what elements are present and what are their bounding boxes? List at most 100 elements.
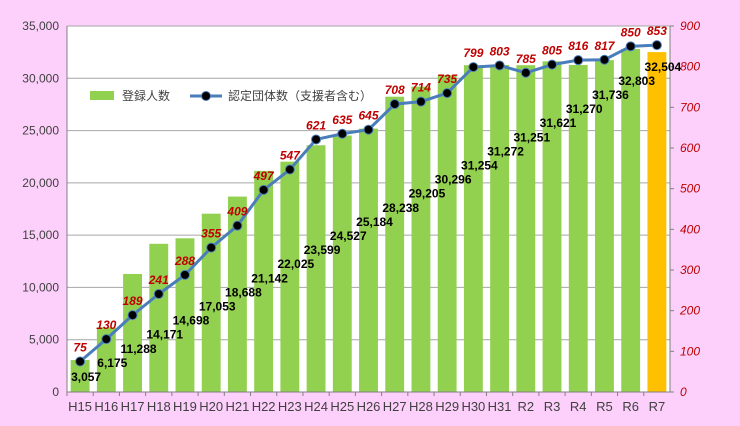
bar-data-label: 31,270 [566, 102, 603, 116]
x-tick-label: H22 [252, 399, 276, 414]
right-tick-label: 700 [680, 100, 700, 114]
line-data-label: 799 [463, 46, 483, 60]
line-point [625, 41, 636, 52]
line-point [75, 356, 86, 367]
x-tick-label: H19 [173, 399, 197, 414]
line-data-label: 497 [253, 169, 275, 183]
bar-data-label: 11,288 [121, 342, 157, 356]
bar [227, 196, 247, 392]
legend-line-marker [201, 91, 211, 101]
x-tick-label: H20 [199, 399, 223, 414]
left-tick-label: 25,000 [22, 124, 59, 138]
line-point [127, 310, 138, 321]
right-tick-label: 800 [680, 60, 700, 74]
left-tick-label: 35,000 [22, 19, 59, 33]
right-tick-label: 300 [680, 263, 700, 277]
bar [123, 273, 142, 392]
line-data-label: 189 [123, 294, 143, 308]
x-tick-label: R7 [649, 399, 666, 414]
bar [254, 170, 274, 392]
bar [437, 75, 457, 392]
bar [149, 243, 169, 392]
bar-data-label: 31,621 [540, 116, 577, 130]
x-tick-label: H25 [330, 399, 354, 414]
line-data-label: 735 [437, 72, 457, 86]
legend-bar-swatch [90, 91, 114, 100]
bar [280, 161, 300, 392]
line-point [284, 164, 295, 175]
bar [201, 213, 221, 392]
line-point [101, 334, 112, 345]
bar-data-label: 17,053 [199, 300, 236, 314]
bar-data-label: 32,803 [618, 74, 655, 88]
right-tick-label: 500 [680, 182, 700, 196]
bar [359, 128, 378, 392]
bar-data-label: 14,698 [173, 314, 210, 328]
bar-data-label: 31,251 [513, 130, 550, 144]
line-point [494, 60, 505, 71]
line-data-label: 75 [73, 341, 87, 355]
legend-line-label: 認定団体数（支援者含む） [228, 88, 372, 103]
bar-data-label: 23,599 [304, 243, 341, 257]
bar-data-label: 24,527 [330, 229, 367, 243]
line-point [363, 124, 374, 135]
bar-data-label: 3,057 [71, 370, 101, 384]
legend: 登録人数 認定団体数（支援者含む） [90, 88, 372, 103]
line-data-label: 635 [332, 113, 352, 127]
left-tick-label: 5,000 [29, 333, 59, 347]
x-tick-label: R4 [570, 399, 587, 414]
bar [385, 96, 405, 393]
bar [647, 52, 667, 393]
x-tick-label: H31 [488, 399, 512, 414]
x-tick-label: H27 [383, 399, 407, 414]
x-tick-label: H16 [94, 399, 118, 414]
line-point [573, 55, 584, 66]
bar [490, 64, 510, 393]
bar [306, 145, 326, 392]
x-tick-label: R2 [517, 399, 534, 414]
x-tick-label: H30 [461, 399, 485, 414]
line-point [520, 67, 531, 78]
bar-data-label: 32,504 [645, 60, 682, 74]
x-tick-label: R3 [544, 399, 561, 414]
x-tick-label: H15 [68, 399, 92, 414]
line-point [153, 288, 164, 299]
x-tick-label: H29 [435, 399, 459, 414]
line-point [337, 128, 348, 139]
right-tick-label: 200 [679, 304, 700, 318]
line-point [442, 88, 453, 99]
x-tick-label: H21 [225, 399, 249, 414]
line-point [232, 220, 243, 231]
bar-data-label: 29,205 [409, 187, 446, 201]
line-point [389, 99, 400, 110]
bar [621, 48, 641, 393]
line-point [468, 62, 479, 73]
bar [332, 135, 352, 393]
x-tick-label: R6 [622, 399, 639, 414]
line-point [651, 40, 662, 51]
bar-data-label: 6,175 [97, 356, 127, 370]
bar-data-label: 25,184 [356, 215, 393, 229]
bar-data-label: 22,025 [277, 257, 314, 271]
x-tick-label: H23 [278, 399, 302, 414]
line-data-label: 714 [411, 81, 431, 95]
legend-bar-label: 登録人数 [122, 88, 170, 103]
line-point [547, 59, 558, 70]
line-data-label: 785 [516, 52, 536, 66]
line-data-label: 547 [280, 149, 301, 163]
bar-data-label: 28,238 [382, 201, 419, 215]
bar-data-label: 14,171 [146, 328, 183, 342]
line-data-label: 803 [490, 44, 510, 58]
x-tick-label: H28 [409, 399, 433, 414]
line-data-label: 621 [306, 118, 326, 132]
bar [411, 86, 431, 392]
line-data-label: 288 [174, 254, 195, 268]
x-tick-label: R5 [596, 399, 613, 414]
line-data-label: 817 [594, 39, 615, 53]
left-tick-label: 0 [52, 385, 59, 399]
bar-data-label: 21,142 [251, 271, 288, 285]
bar-data-label: 30,296 [435, 173, 472, 187]
line-point [415, 96, 426, 107]
line-point [311, 134, 322, 145]
bar [542, 61, 562, 392]
